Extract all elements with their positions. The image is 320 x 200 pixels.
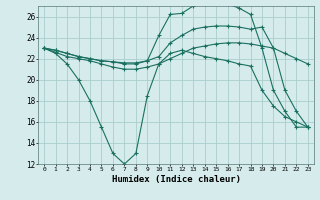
X-axis label: Humidex (Indice chaleur): Humidex (Indice chaleur) <box>111 175 241 184</box>
